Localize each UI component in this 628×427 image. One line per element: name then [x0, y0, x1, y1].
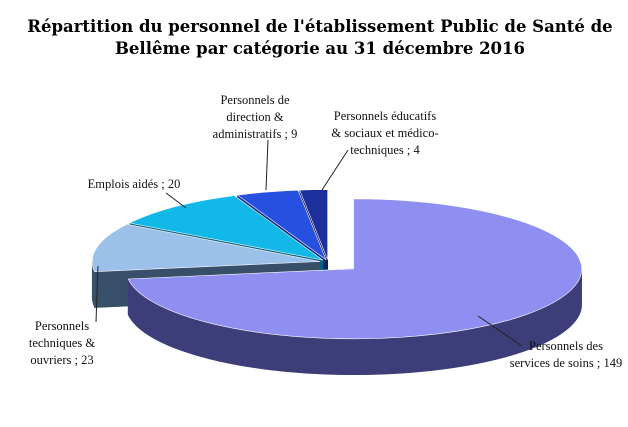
leader-line — [95, 265, 99, 323]
data-label: direction & — [226, 110, 284, 124]
data-label: Personnels de — [220, 93, 290, 107]
pie-slice — [128, 195, 323, 261]
pie-slice — [299, 189, 328, 260]
leader-line — [165, 192, 187, 209]
leader-line — [321, 149, 349, 191]
data-label: Personnels des — [529, 339, 603, 353]
data-label: ouvriers ; 23 — [30, 353, 93, 367]
chart-title-line-2: Bellême par catégorie au 31 décembre 201… — [115, 39, 525, 58]
pie-slice — [91, 224, 321, 272]
leader-line — [265, 139, 269, 191]
pie-slice — [127, 198, 582, 340]
pie-slices — [91, 189, 582, 376]
chart-title-line-1: Répartition du personnel de l'établissem… — [27, 17, 612, 36]
data-label: Personnels éducatifs — [334, 109, 437, 123]
data-label: Emplois aidés ; 20 — [88, 177, 181, 191]
data-label: services de soins ; 149 — [510, 356, 622, 370]
data-label: & sociaux et médico- — [331, 126, 438, 140]
data-label: Personnels — [35, 319, 89, 333]
leader-line — [477, 315, 523, 347]
data-labels: Personnels des services de soins ; 149 Per… — [29, 93, 622, 370]
pie-slice — [236, 189, 327, 261]
data-label: techniques & — [29, 336, 96, 350]
data-label: techniques ; 4 — [350, 143, 420, 157]
data-label: administratifs ; 9 — [213, 127, 298, 141]
